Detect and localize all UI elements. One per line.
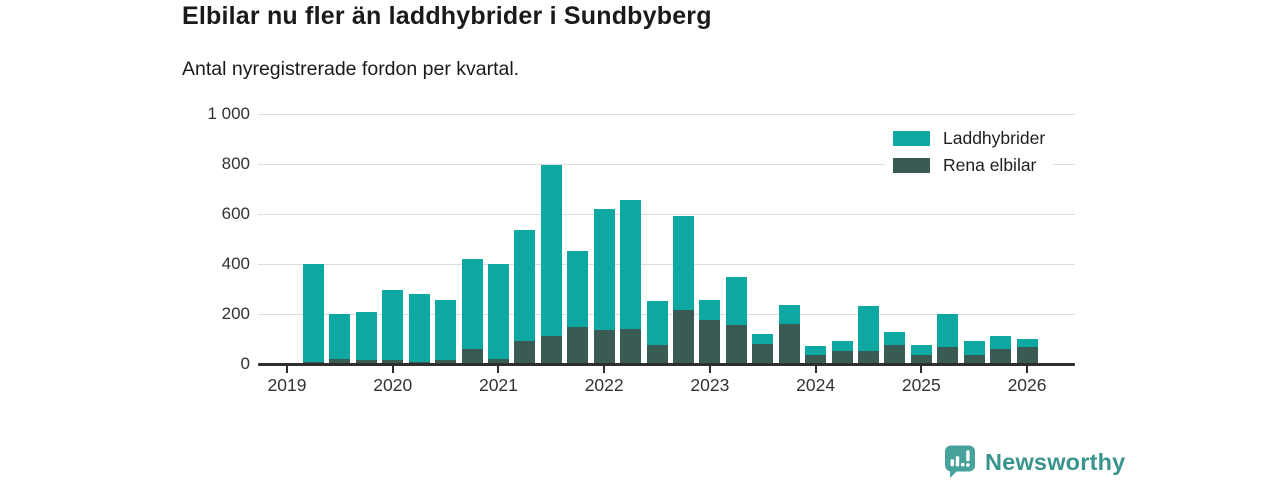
legend-item-laddhybrider: Laddhybrider (885, 127, 1054, 148)
legend-label-rena-elbilar: Rena elbilar (943, 154, 1037, 175)
bar-laddhybrider-2021-K3 (540, 164, 562, 336)
legend: Laddhybrider Rena elbilar (885, 127, 1054, 182)
bar-rena-elbilar-2022-K4 (672, 309, 694, 364)
bar-laddhybrider-2021-K2 (514, 229, 536, 341)
y-tick-label: 1 000 (207, 104, 250, 123)
brand-logo[interactable]: Newsworthy (943, 444, 1125, 480)
bar-laddhybrider-2021-K1 (487, 263, 509, 359)
bar-laddhybrider-2022-K4 (672, 216, 694, 310)
x-tick-label-2026: 2026 (1007, 374, 1047, 395)
bar-rena-elbilar-2022-K3 (646, 344, 668, 364)
x-tick-2023 (708, 365, 711, 373)
bar-laddhybrider-2020-K1 (382, 289, 404, 360)
bar-rena-elbilar-2020-K3 (435, 359, 457, 364)
bar-laddhybrider-2026-K1 (1016, 338, 1038, 348)
bar-rena-elbilar-2021-K1 (487, 358, 509, 364)
bar-laddhybrider-2020-K3 (435, 299, 457, 360)
bar-laddhybrider-2020-K2 (408, 293, 430, 363)
bar-rena-elbilar-2024-K1 (805, 354, 827, 364)
y-tick-label: 400 (221, 254, 250, 273)
bar-laddhybrider-2022-K3 (646, 301, 668, 345)
y-tick-label: 600 (221, 204, 250, 223)
bar-laddhybrider-2024-K3 (857, 306, 879, 351)
x-tick-2025 (920, 365, 923, 373)
x-tick-label-2020: 2020 (373, 374, 413, 395)
bar-rena-elbilar-2022-K1 (593, 329, 615, 364)
x-tick-2019 (286, 365, 288, 373)
x-tick-2024 (814, 365, 817, 373)
bar-laddhybrider-2024-K2 (831, 341, 853, 351)
y-tick-label: 800 (221, 154, 250, 173)
bar-rena-elbilar-2025-K1 (910, 354, 932, 364)
gridline-800 (258, 163, 1075, 165)
bar-laddhybrider-2025-K1 (910, 344, 932, 355)
legend-label-laddhybrider: Laddhybrider (943, 127, 1046, 148)
bar-laddhybrider-2023-K1 (699, 299, 721, 320)
bar-rena-elbilar-2020-K4 (461, 348, 483, 364)
bar-rena-elbilar-2026-K1 (1016, 347, 1038, 364)
y-tick-label: 0 (240, 354, 250, 373)
bar-laddhybrider-2023-K4 (778, 304, 800, 324)
bar-laddhybrider-2025-K4 (990, 336, 1012, 349)
bar-laddhybrider-2020-K4 (461, 258, 483, 349)
bar-rena-elbilar-2025-K3 (963, 354, 985, 364)
bar-rena-elbilar-2023-K3 (752, 343, 774, 364)
bar-laddhybrider-2025-K2 (937, 313, 959, 348)
bar-rena-elbilar-2021-K3 (540, 336, 562, 364)
gridline-600 (258, 213, 1075, 215)
bar-laddhybrider-2023-K3 (752, 333, 774, 344)
bar-laddhybrider-2024-K1 (805, 346, 827, 355)
chart-subtitle: Antal nyregistrerade fordon per kvartal. (182, 58, 520, 80)
bar-rena-elbilar-2019-K4 (355, 359, 377, 364)
x-tick-label-2025: 2025 (901, 374, 941, 395)
x-axis-line (258, 362, 1075, 366)
x-tick-label-2024: 2024 (796, 374, 836, 395)
bar-laddhybrider-2019-K4 (355, 312, 377, 360)
bar-laddhybrider-2021-K4 (567, 251, 589, 328)
bar-laddhybrider-2024-K4 (884, 332, 906, 345)
brand-name: Newsworthy (985, 448, 1126, 475)
bar-rena-elbilar-2025-K4 (990, 348, 1012, 364)
bar-rena-elbilar-2025-K2 (937, 347, 959, 364)
bar-rena-elbilar-2024-K3 (857, 351, 879, 364)
x-tick-2026 (1026, 365, 1029, 373)
bar-rena-elbilar-2021-K2 (514, 341, 536, 364)
bar-rena-elbilar-2024-K2 (831, 351, 853, 364)
bar-rena-elbilar-2023-K4 (778, 323, 800, 364)
legend-swatch-laddhybrider (893, 130, 930, 146)
x-tick-label-2019: 2019 (267, 374, 307, 395)
x-tick-2021 (497, 365, 500, 373)
gridline-400 (258, 263, 1075, 265)
bar-laddhybrider-2022-K1 (593, 208, 615, 330)
x-tick-label-2022: 2022 (584, 374, 624, 395)
x-tick-label-2021: 2021 (478, 374, 518, 395)
bar-laddhybrider-2019-K3 (329, 313, 351, 359)
bar-rena-elbilar-2022-K2 (620, 328, 642, 364)
gridline-1000 (258, 113, 1075, 115)
bar-rena-elbilar-2019-K3 (329, 358, 351, 364)
bar-rena-elbilar-2024-K4 (884, 344, 906, 364)
bar-laddhybrider-2023-K2 (725, 277, 747, 325)
bar-rena-elbilar-2023-K2 (725, 324, 747, 364)
bar-rena-elbilar-2020-K1 (382, 359, 404, 364)
bar-laddhybrider-2019-K2 (302, 263, 324, 363)
x-tick-label-2023: 2023 (690, 374, 730, 395)
x-tick-2022 (603, 365, 606, 373)
newsworthy-icon (945, 445, 975, 478)
y-tick-label: 200 (221, 304, 250, 323)
legend-item-rena-elbilar: Rena elbilar (885, 154, 1054, 175)
bar-rena-elbilar-2023-K1 (699, 319, 721, 364)
bar-laddhybrider-2025-K3 (963, 341, 985, 355)
bar-rena-elbilar-2021-K4 (567, 327, 589, 364)
legend-swatch-rena-elbilar (893, 157, 930, 173)
x-tick-2020 (391, 365, 394, 373)
chart-title: Elbilar nu fler än laddhybrider i Sundby… (182, 2, 712, 30)
bar-laddhybrider-2022-K2 (620, 199, 642, 329)
